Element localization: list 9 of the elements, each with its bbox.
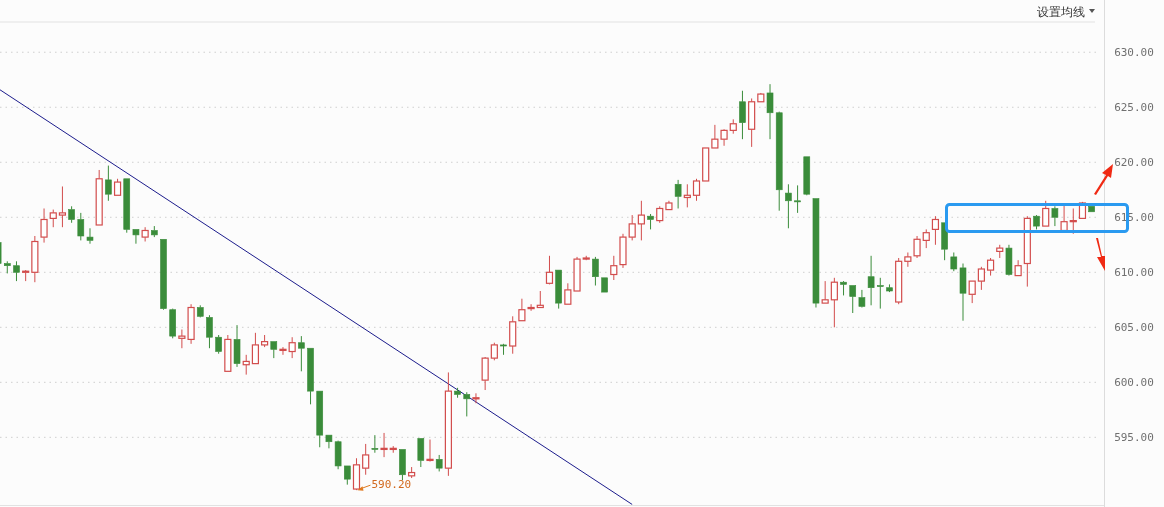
y-tick-label: 630.00 bbox=[1114, 46, 1154, 60]
y-tick-label: 595.00 bbox=[1114, 431, 1154, 445]
y-tick-label: 620.00 bbox=[1114, 156, 1154, 170]
y-tick-label: 625.00 bbox=[1114, 101, 1154, 115]
y-tick-label: 600.00 bbox=[1114, 376, 1154, 390]
y-tick-label: 605.00 bbox=[1114, 321, 1154, 335]
annotation: 590.20 bbox=[371, 478, 412, 492]
text: 设置均线 bbox=[1037, 5, 1085, 19]
y-tick-label: 610.00 bbox=[1114, 266, 1154, 280]
